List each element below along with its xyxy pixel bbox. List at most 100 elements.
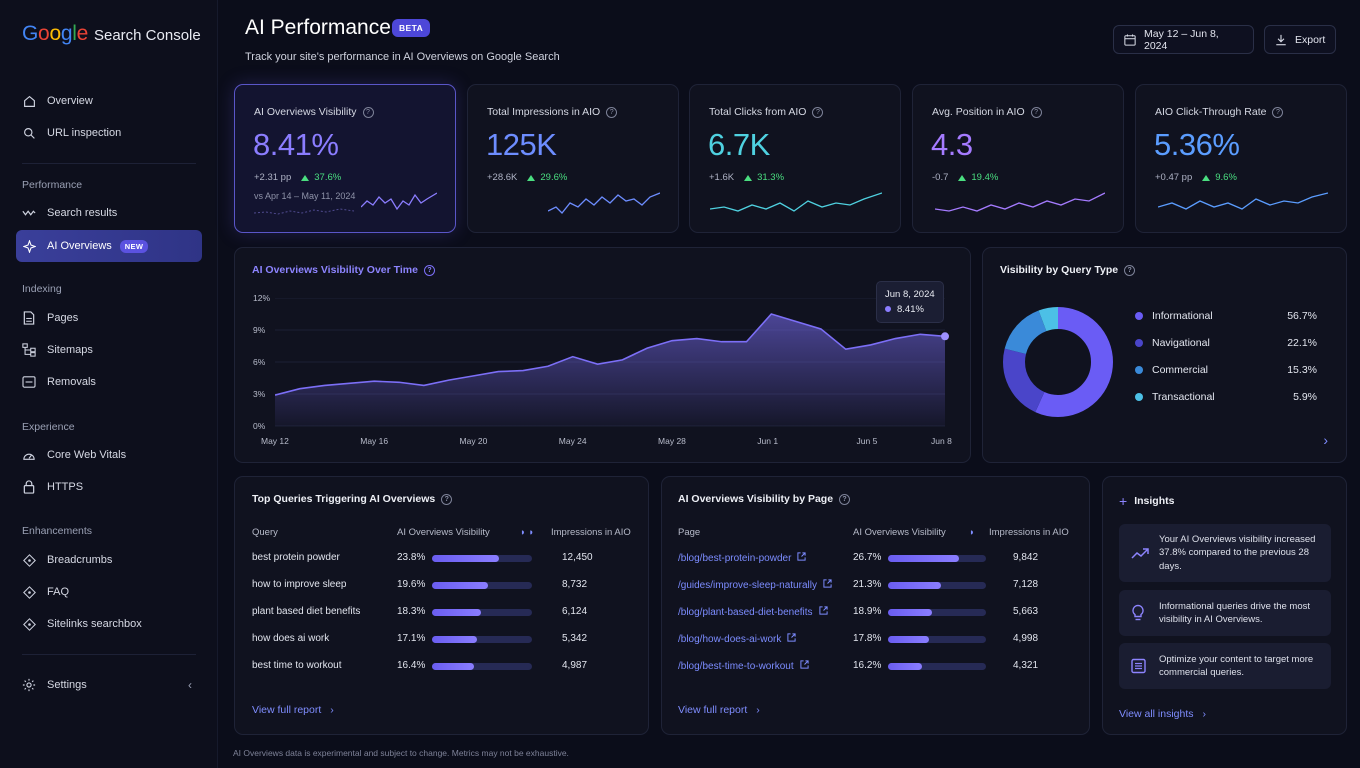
nav-divider (22, 654, 196, 655)
kpi-card-ctr[interactable]: AIO Click-Through Rate? 5.36% +0.47 pp 9.… (1135, 84, 1347, 233)
google-search-console-logo[interactable]: Google Search Console (22, 22, 201, 46)
nav-core-web-vitals[interactable]: Core Web Vitals (16, 441, 202, 469)
kpi-value: 6.7K (708, 127, 770, 162)
page-link[interactable]: /blog/plant-based-diet-benefits (678, 606, 828, 618)
column-header-query[interactable]: Query (252, 527, 278, 538)
help-icon[interactable]: ? (1272, 106, 1284, 118)
donut-chart[interactable] (1002, 306, 1114, 418)
nav-settings[interactable]: Settings ‹ (16, 671, 202, 699)
column-header-page[interactable]: Page (678, 527, 701, 538)
external-link-icon[interactable] (791, 552, 807, 564)
next-chevron-icon[interactable]: › (1323, 432, 1328, 448)
help-icon[interactable]: ? (362, 106, 374, 118)
legend-swatch (1135, 339, 1143, 347)
kpi-card-impressions[interactable]: Total Impressions in AIO? 125K +28.6K 29.… (467, 84, 679, 233)
sitemap-icon (22, 343, 36, 357)
view-all-insights-link[interactable]: View all insights › (1119, 708, 1207, 720)
nav-removals[interactable]: Removals (16, 368, 202, 396)
gear-icon (22, 678, 36, 692)
visibility-cell: 16.4% (397, 660, 426, 671)
external-link-icon[interactable] (813, 606, 828, 618)
visibility-bar (432, 555, 499, 562)
external-link-icon[interactable] (781, 633, 796, 645)
help-icon[interactable]: ? (839, 493, 851, 505)
kpi-label: AIO Click-Through Rate? (1155, 106, 1284, 118)
column-header-impressions[interactable]: Impressions in AIO (551, 527, 631, 538)
nav-search-results[interactable]: Search results (16, 199, 202, 227)
sparkle-icon (22, 239, 36, 253)
content-list-icon (1131, 658, 1146, 674)
column-header-visibility[interactable]: AI Overviews Visibility (397, 527, 490, 538)
donut-slice-transactional[interactable] (1003, 307, 1113, 417)
collapse-sidebar-chevron-icon[interactable]: ‹ (188, 678, 192, 692)
date-range-button[interactable]: May 12 – Jun 8, 2024 (1113, 25, 1254, 54)
nav-breadcrumbs[interactable]: Breadcrumbs (16, 546, 202, 574)
visibility-bar-track (432, 636, 532, 643)
new-badge: NEW (119, 239, 149, 253)
area-chart[interactable] (275, 298, 955, 438)
help-icon[interactable]: ? (441, 493, 453, 505)
removal-icon (22, 375, 36, 389)
sort-toggle-icon[interactable]: ◗ (969, 527, 975, 538)
help-icon[interactable]: ? (606, 106, 618, 118)
external-link-icon[interactable] (794, 660, 809, 672)
nav-sitelinks-searchbox[interactable]: Sitelinks searchbox (16, 610, 202, 638)
kpi-card-visibility[interactable]: AI Overviews Visibility? 8.41% +2.31 pp 3… (234, 84, 456, 233)
nav-faq[interactable]: FAQ (16, 578, 202, 606)
sparkline-previous (254, 208, 354, 215)
view-full-report-link[interactable]: View full report › (678, 704, 760, 716)
up-arrow-icon (1202, 174, 1211, 181)
sort-toggle-icon[interactable]: ◗ ◗ (520, 527, 535, 538)
legend-item-navigational[interactable]: Navigational 22.1% (1135, 337, 1317, 349)
nav-pages[interactable]: Pages (16, 304, 202, 332)
legend-item-informational[interactable]: Informational 56.7% (1135, 310, 1317, 322)
help-icon[interactable]: ? (423, 264, 435, 276)
nav-https[interactable]: HTTPS (16, 473, 202, 501)
donut-slice-navigational[interactable] (1003, 307, 1113, 417)
kpi-card-clicks[interactable]: Total Clicks from AIO? 6.7K +1.6K 31.3% (689, 84, 901, 233)
nav-url-inspection[interactable]: URL inspection (16, 119, 202, 147)
insight-item[interactable]: Optimize your content to target more com… (1119, 643, 1331, 689)
y-tick-label: 3% (253, 389, 266, 399)
column-header-visibility[interactable]: AI Overviews Visibility (853, 527, 946, 538)
kpi-delta: +28.6K 29.6% (487, 172, 568, 183)
page-link[interactable]: /guides/improve-sleep-naturally (678, 579, 832, 591)
help-icon[interactable]: ? (812, 106, 824, 118)
legend-item-commercial[interactable]: Commercial 15.3% (1135, 364, 1317, 376)
y-tick-label: 12% (253, 293, 271, 303)
page-link[interactable]: /blog/how-does-ai-work (678, 633, 796, 645)
insight-item[interactable]: Your AI Overviews visibility increased 3… (1119, 524, 1331, 582)
insight-item[interactable]: Informational queries drive the most vis… (1119, 590, 1331, 636)
lightbulb-icon (1131, 604, 1145, 622)
page-subtitle: Track your site's performance in AI Over… (245, 51, 560, 63)
impressions-cell: 4,321 (1013, 660, 1039, 671)
page-link[interactable]: /blog/best-time-to-workout (678, 660, 809, 672)
document-icon (22, 311, 36, 325)
column-header-impressions[interactable]: Impressions in AIO (989, 527, 1069, 538)
legend-item-transactional[interactable]: Transactional 5.9% (1135, 391, 1317, 403)
kpi-card-position[interactable]: Avg. Position in AIO? 4.3 -0.7 19.4% (912, 84, 1124, 233)
external-link-icon[interactable] (817, 579, 832, 591)
chart-tooltip: Jun 8, 2024 8.41% (876, 281, 944, 323)
visibility-cell: 18.3% (397, 606, 426, 617)
help-icon[interactable]: ? (1030, 106, 1042, 118)
plus-sparkle-icon: + (1119, 493, 1128, 509)
data-point[interactable] (941, 332, 949, 341)
legend-swatch (1135, 393, 1143, 401)
nav-sitemaps[interactable]: Sitemaps (16, 336, 202, 364)
visibility-bar (432, 663, 474, 670)
page-link[interactable]: /blog/best-protein-powder (678, 552, 807, 564)
visibility-cell: 19.6% (397, 579, 426, 590)
nav-overview[interactable]: Overview (16, 87, 202, 115)
view-full-report-link[interactable]: View full report › (252, 704, 334, 716)
kpi-comparison-period: vs Apr 14 – May 11, 2024 (254, 191, 356, 201)
chevron-right-icon: › (756, 704, 760, 716)
export-button[interactable]: Export (1264, 25, 1336, 54)
nav-ai-overviews[interactable]: AI Overviews NEW (16, 230, 202, 262)
help-icon[interactable]: ? (1124, 264, 1136, 276)
impressions-cell: 8,732 (562, 579, 588, 590)
legend-swatch (1135, 366, 1143, 374)
x-tick-label: Jun 8 (931, 436, 952, 446)
kpi-label: Avg. Position in AIO? (932, 106, 1042, 118)
sparkline (548, 192, 660, 214)
